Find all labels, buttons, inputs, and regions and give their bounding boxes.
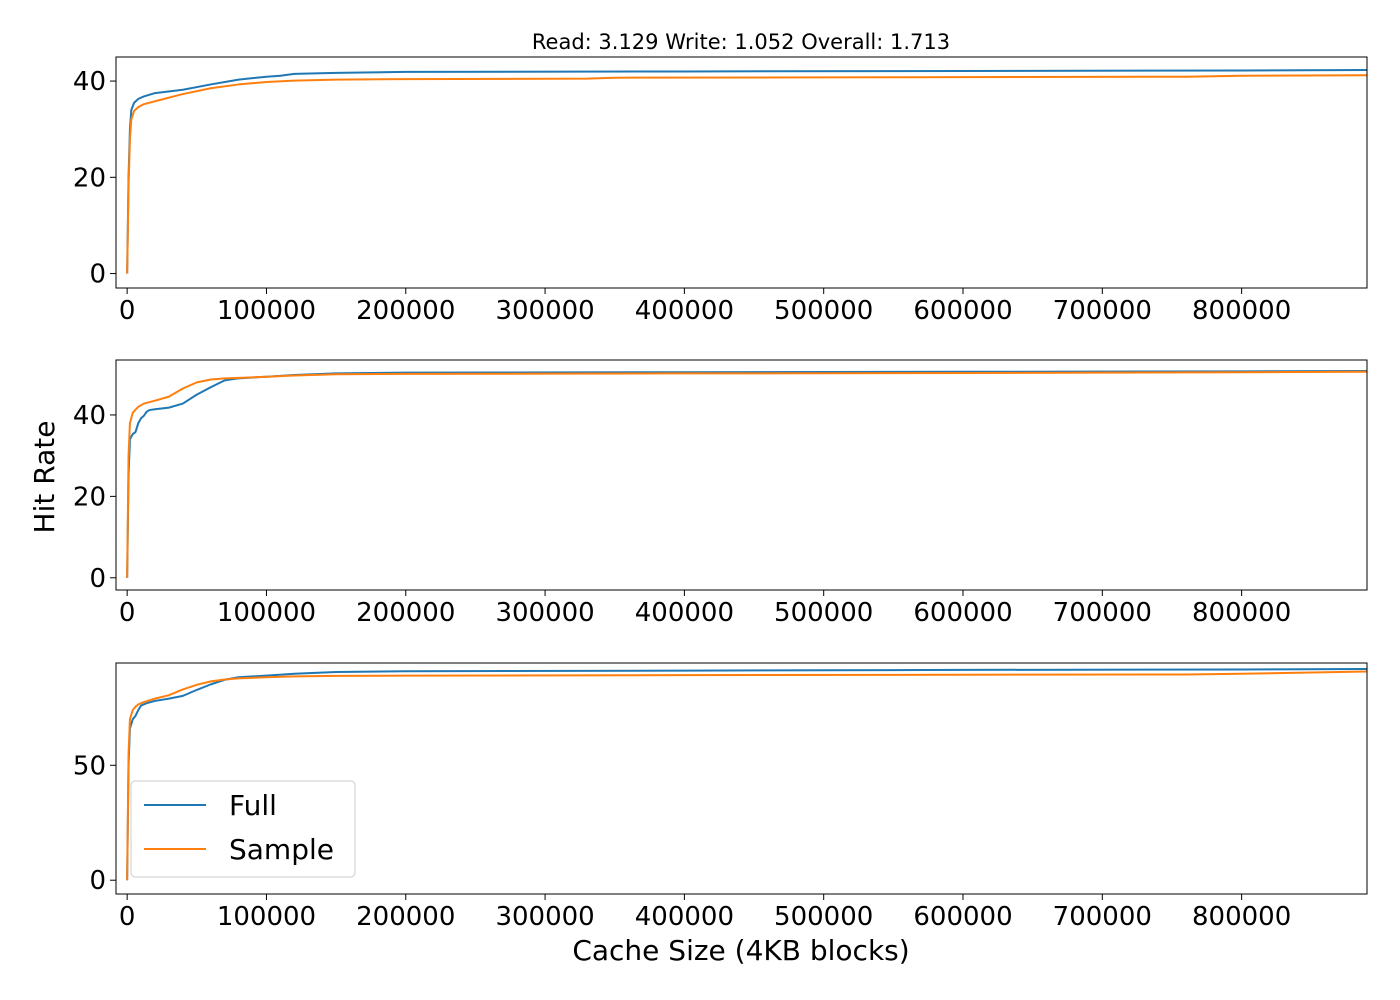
subplot-panels: 0 100000 200000 300000 400000 500000 600000 700… <box>73 56 1368 932</box>
series-line-full <box>126 68 1367 274</box>
plot-frame <box>115 56 1368 289</box>
x-tick-label: 800000 <box>1192 598 1291 628</box>
y-tick-label: 40 <box>73 67 106 97</box>
y-tick-label: 0 <box>89 866 106 896</box>
legend: Full Sample <box>130 780 356 878</box>
plot-frame <box>115 662 1368 895</box>
x-tick-label: 300000 <box>495 598 594 628</box>
x-tick-label: 100000 <box>217 598 316 628</box>
subplot-2: 0 100000 200000 300000 400000 500000 600000 700… <box>73 359 1368 628</box>
legend-label-sample: Sample <box>229 833 334 866</box>
series-line-full <box>126 667 1367 881</box>
y-tick-label: 0 <box>89 564 106 594</box>
series-line-full <box>126 369 1367 578</box>
x-tick-label: 0 <box>119 598 136 628</box>
x-tick-label: 700000 <box>1053 296 1152 326</box>
subplot-3: 0 100000 200000 300000 400000 500000 600000 700… <box>73 662 1368 932</box>
x-tick-label: 700000 <box>1053 598 1152 628</box>
x-tick-label: 200000 <box>356 902 455 932</box>
y-tick-label: 40 <box>73 401 106 431</box>
x-tick-label: 600000 <box>913 902 1012 932</box>
x-tick-label: 500000 <box>774 296 873 326</box>
x-tick-label: 600000 <box>913 598 1012 628</box>
series-line-sample <box>126 370 1367 578</box>
x-tick-label: 200000 <box>356 598 455 628</box>
x-tick-label: 400000 <box>635 598 734 628</box>
y-tick-label: 50 <box>73 751 106 781</box>
x-tick-label: 800000 <box>1192 296 1291 326</box>
chart-title: Read: 3.129 Write: 1.052 Overall: 1.713 <box>532 30 950 54</box>
x-tick-label: 300000 <box>495 296 594 326</box>
y-tick-label: 0 <box>89 260 106 290</box>
x-tick-label: 400000 <box>635 296 734 326</box>
legend-label-full: Full <box>229 789 277 822</box>
subplot-1: 0 100000 200000 300000 400000 500000 600000 700… <box>73 56 1368 326</box>
x-tick-label: 500000 <box>774 598 873 628</box>
x-tick-label: 0 <box>119 296 136 326</box>
series-line-sample <box>126 670 1367 881</box>
x-tick-label: 800000 <box>1192 902 1291 932</box>
x-tick-label: 600000 <box>913 296 1012 326</box>
series-line-sample <box>126 74 1367 274</box>
y-axis-label: Hit Rate <box>28 421 61 534</box>
x-tick-label: 300000 <box>495 902 594 932</box>
plot-frame <box>115 359 1368 591</box>
y-tick-label: 20 <box>73 163 106 193</box>
x-tick-label: 0 <box>119 902 136 932</box>
x-axis-label: Cache Size (4KB blocks) <box>572 934 909 967</box>
x-tick-label: 100000 <box>217 296 316 326</box>
x-tick-label: 200000 <box>356 296 455 326</box>
x-tick-label: 500000 <box>774 902 873 932</box>
x-tick-label: 400000 <box>635 902 734 932</box>
x-tick-label: 100000 <box>217 902 316 932</box>
y-tick-label: 20 <box>73 482 106 512</box>
x-tick-label: 700000 <box>1053 902 1152 932</box>
